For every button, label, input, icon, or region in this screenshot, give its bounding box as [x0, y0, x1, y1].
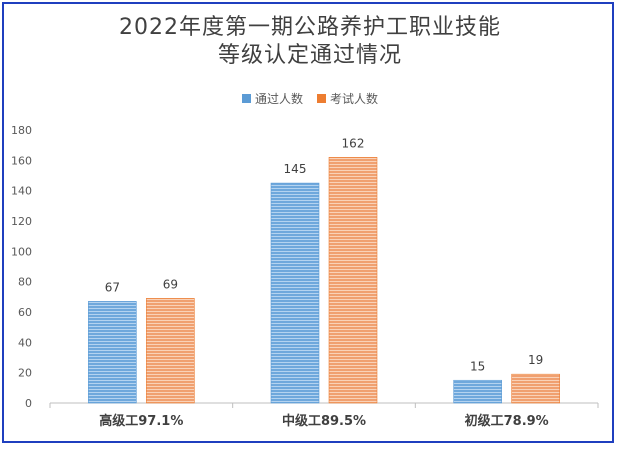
data-label: 162: [342, 136, 365, 150]
y-tick-label: 60: [18, 306, 32, 319]
data-label: 145: [284, 162, 307, 176]
legend-swatch-passed: [241, 94, 251, 103]
data-label: 19: [528, 353, 543, 367]
chart-legend: 通过人数 考试人数: [0, 90, 620, 107]
x-tick-label: 初级工78.9%: [465, 413, 549, 429]
plot-area: 0 20 40 60 80 100 120 140 160 180 67 69 高级工97.1% 145 1…: [11, 124, 599, 429]
chart-title-line-2: 等级认定通过情况: [217, 43, 402, 68]
x-tick-label: 高级工97.1%: [99, 413, 183, 429]
chart-title: 2022年度第一期公路养护工职业技能 等级认定通过情况: [0, 14, 620, 70]
bar-examined: [146, 298, 195, 404]
bar-examined: [511, 373, 560, 404]
y-tick-label: 160: [11, 154, 32, 167]
y-tick-label: 140: [11, 185, 32, 198]
x-tick-label: 中级工89.5%: [282, 413, 366, 429]
y-tick-label: 20: [18, 367, 32, 380]
data-label: 67: [105, 280, 120, 294]
bar-passed: [88, 301, 137, 404]
bar-passed: [453, 379, 502, 404]
y-tick-label: 180: [11, 124, 32, 137]
chart-title-line-1: 2022年度第一期公路养护工职业技能: [119, 15, 501, 40]
y-tick-label: 120: [11, 215, 32, 228]
y-tick-label: 100: [11, 245, 32, 258]
legend-label-passed: 通过人数: [254, 92, 303, 106]
y-tick-label: 80: [18, 276, 32, 289]
y-tick-label: 0: [25, 397, 32, 410]
legend-item-passed: 通过人数: [241, 90, 303, 107]
bar-passed: [270, 182, 320, 404]
data-label: 69: [163, 277, 178, 291]
bar-examined: [328, 157, 378, 404]
data-label: 15: [470, 359, 485, 373]
legend-swatch-examined: [317, 94, 326, 103]
legend-item-examined: 考试人数: [317, 90, 378, 107]
legend-label-examined: 考试人数: [330, 92, 379, 106]
y-tick-label: 40: [18, 336, 32, 349]
